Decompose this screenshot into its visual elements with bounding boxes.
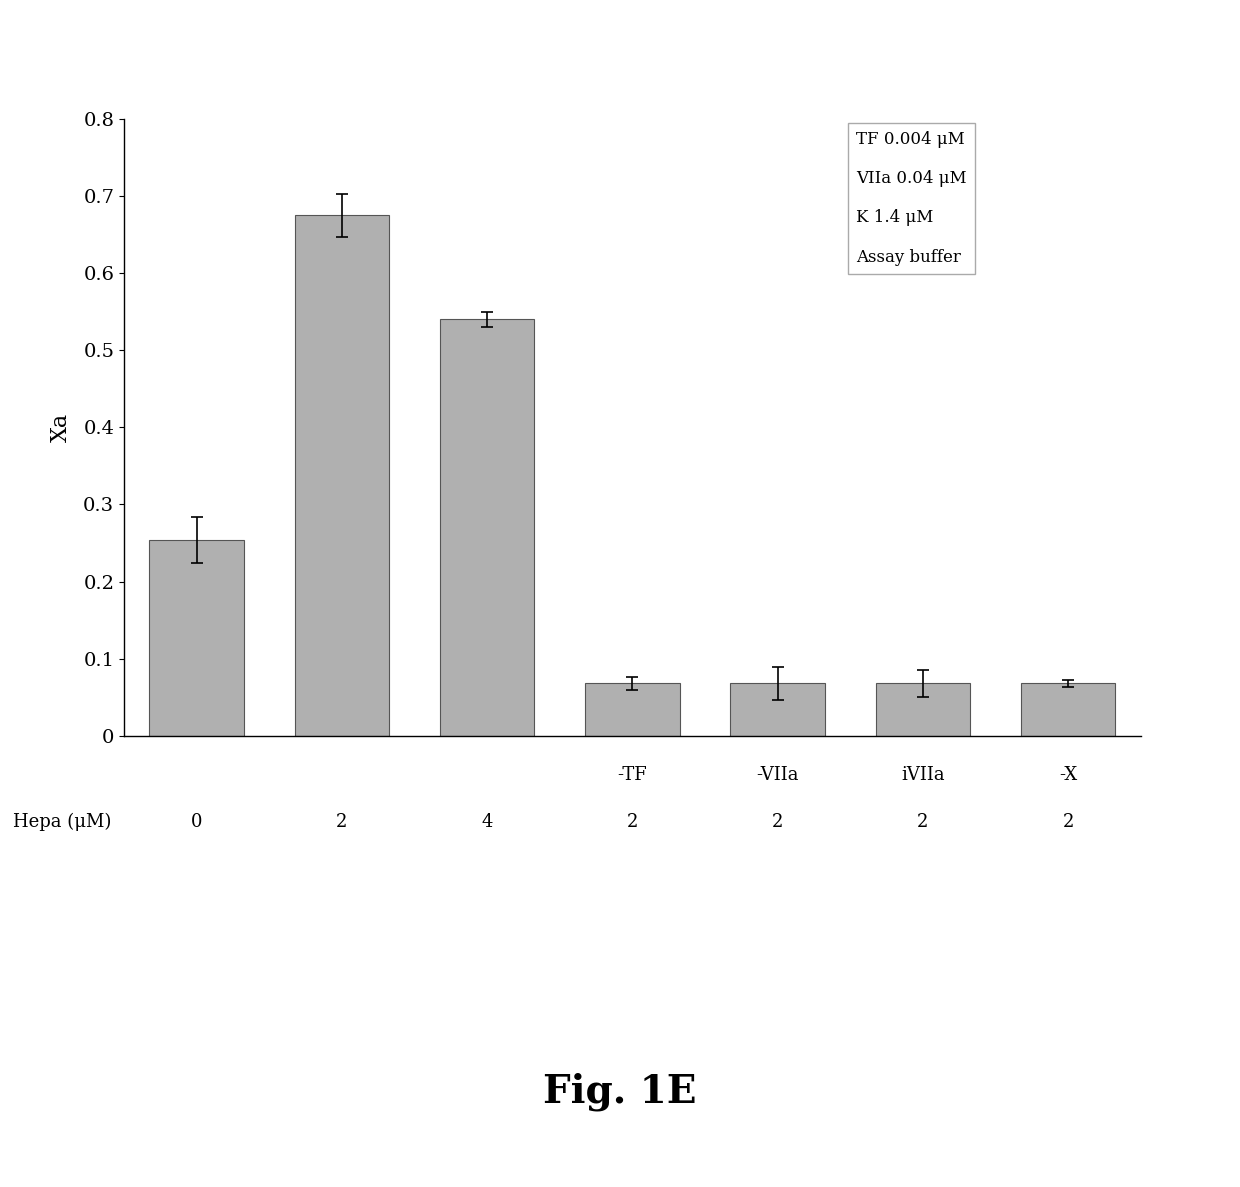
Bar xyxy=(585,684,680,736)
Text: 0: 0 xyxy=(191,813,202,831)
Text: TF 0.004 μM

VIIa 0.04 μM

K 1.4 μM

Assay buffer: TF 0.004 μM VIIa 0.04 μM K 1.4 μM Assay … xyxy=(856,131,967,266)
Bar xyxy=(730,684,825,736)
Text: -X: -X xyxy=(1059,766,1078,783)
Bar xyxy=(150,540,244,736)
Text: 2: 2 xyxy=(626,813,639,831)
Bar xyxy=(875,684,970,736)
Bar xyxy=(295,215,389,736)
Text: Fig. 1E: Fig. 1E xyxy=(543,1073,697,1111)
Bar xyxy=(440,319,534,736)
Text: 2: 2 xyxy=(336,813,347,831)
Y-axis label: Xa: Xa xyxy=(50,413,72,442)
Text: Hepa (μM): Hepa (μM) xyxy=(14,813,112,831)
Text: 2: 2 xyxy=(1063,813,1074,831)
Text: 4: 4 xyxy=(481,813,492,831)
Text: 2: 2 xyxy=(918,813,929,831)
Text: -TF: -TF xyxy=(618,766,647,783)
Text: 2: 2 xyxy=(773,813,784,831)
Bar xyxy=(1021,684,1115,736)
Text: -VIIa: -VIIa xyxy=(756,766,799,783)
Text: iVIIa: iVIIa xyxy=(901,766,945,783)
